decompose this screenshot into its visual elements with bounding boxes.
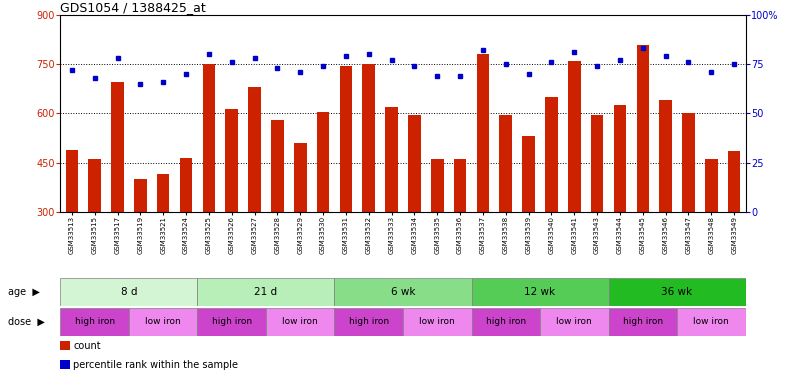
Bar xyxy=(568,61,580,212)
Bar xyxy=(403,308,472,336)
Bar xyxy=(294,143,306,212)
Bar xyxy=(129,308,197,336)
Bar xyxy=(613,105,626,212)
Bar xyxy=(609,308,677,336)
Bar xyxy=(705,159,717,212)
Bar xyxy=(334,308,403,336)
Text: 8 d: 8 d xyxy=(121,286,137,297)
Bar xyxy=(472,308,540,336)
Bar xyxy=(266,308,334,336)
Bar xyxy=(339,66,352,212)
Bar xyxy=(111,82,124,212)
Text: high iron: high iron xyxy=(212,317,251,326)
Bar xyxy=(408,115,421,212)
Bar xyxy=(271,120,284,212)
Bar xyxy=(659,100,672,212)
Bar xyxy=(65,150,78,212)
Bar xyxy=(157,174,169,212)
Text: GDS1054 / 1388425_at: GDS1054 / 1388425_at xyxy=(60,1,206,14)
Bar xyxy=(248,87,261,212)
Bar xyxy=(682,113,695,212)
Bar xyxy=(202,64,215,212)
Bar xyxy=(540,308,609,336)
Bar xyxy=(197,308,266,336)
Bar xyxy=(476,54,489,212)
Bar xyxy=(317,112,330,212)
Bar xyxy=(728,151,741,212)
Bar xyxy=(522,136,535,212)
Text: high iron: high iron xyxy=(349,317,388,326)
Text: low iron: low iron xyxy=(556,317,592,326)
Text: low iron: low iron xyxy=(145,317,181,326)
Bar xyxy=(500,115,512,212)
Bar xyxy=(472,278,609,306)
Text: low iron: low iron xyxy=(693,317,729,326)
Text: 6 wk: 6 wk xyxy=(391,286,415,297)
Text: low iron: low iron xyxy=(419,317,455,326)
Bar xyxy=(637,45,649,212)
Text: high iron: high iron xyxy=(623,317,663,326)
Bar xyxy=(60,308,129,336)
Text: high iron: high iron xyxy=(75,317,114,326)
Bar xyxy=(363,64,375,212)
Bar xyxy=(89,159,101,212)
Bar xyxy=(226,108,238,212)
Bar xyxy=(334,278,472,306)
Bar xyxy=(385,107,398,212)
Text: age  ▶: age ▶ xyxy=(8,286,40,297)
Text: 12 wk: 12 wk xyxy=(525,286,555,297)
Text: dose  ▶: dose ▶ xyxy=(8,316,45,327)
Bar xyxy=(591,115,604,212)
Bar xyxy=(134,179,147,212)
Bar xyxy=(677,308,746,336)
Bar xyxy=(180,158,193,212)
Text: high iron: high iron xyxy=(486,317,526,326)
Text: 21 d: 21 d xyxy=(255,286,277,297)
Text: low iron: low iron xyxy=(282,317,318,326)
Text: 36 wk: 36 wk xyxy=(662,286,692,297)
Bar xyxy=(60,278,197,306)
Bar xyxy=(197,278,334,306)
Bar xyxy=(545,97,558,212)
Text: count: count xyxy=(73,341,101,351)
Bar xyxy=(454,159,467,212)
Text: percentile rank within the sample: percentile rank within the sample xyxy=(73,360,239,369)
Bar xyxy=(609,278,746,306)
Bar xyxy=(431,159,443,212)
